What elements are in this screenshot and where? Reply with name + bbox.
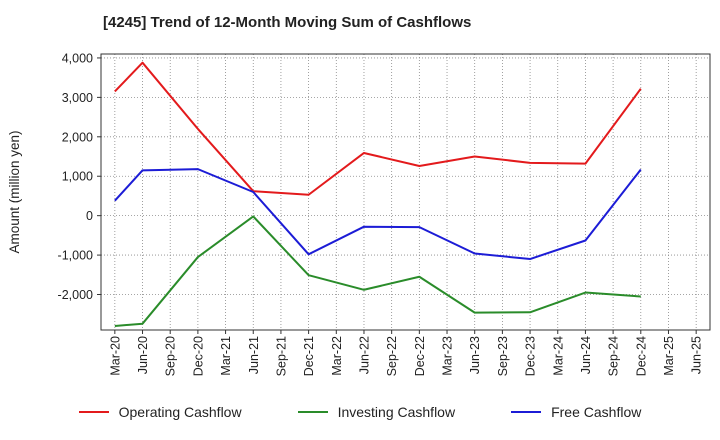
x-tick-label: Mar-20 xyxy=(108,336,122,376)
x-tick-label: Dec-23 xyxy=(524,336,538,376)
legend-swatch-investing xyxy=(297,411,328,413)
legend-item-operating: Operating Cashflow xyxy=(78,404,242,420)
x-tick-label: Jun-22 xyxy=(357,336,371,374)
legend-label-investing: Investing Cashflow xyxy=(337,404,456,420)
y-tick-label: 3,000 xyxy=(62,91,93,105)
x-tick-label: Dec-24 xyxy=(634,336,648,376)
x-tick-label: Mar-24 xyxy=(551,336,565,376)
y-tick-label: -1,000 xyxy=(58,249,93,263)
x-tick-label: Mar-23 xyxy=(441,336,455,376)
y-tick-label: 1,000 xyxy=(62,170,93,184)
x-tick-label: Sep-24 xyxy=(607,336,621,376)
legend-item-investing: Investing Cashflow xyxy=(297,404,456,420)
chart-title: [4245] Trend of 12-Month Moving Sum of C… xyxy=(103,14,472,31)
legend-swatch-free xyxy=(511,411,542,413)
x-tick-label: Mar-21 xyxy=(219,336,233,376)
x-tick-label: Sep-21 xyxy=(274,336,288,376)
x-tick-label: Jun-23 xyxy=(468,336,482,374)
legend-label-free: Free Cashflow xyxy=(551,404,642,420)
y-tick-label: 0 xyxy=(86,209,93,223)
series-line-3 xyxy=(114,168,642,261)
x-tick-label: Jun-20 xyxy=(136,336,150,374)
legend-item-free: Free Cashflow xyxy=(511,404,641,420)
x-tick-label: Jun-24 xyxy=(579,336,593,374)
x-tick-label: Dec-22 xyxy=(413,336,427,376)
x-tick-label: Sep-22 xyxy=(385,336,399,376)
y-tick-label: -2,000 xyxy=(58,288,93,302)
legend: Operating Cashflow Investing Cashflow Fr… xyxy=(0,404,720,420)
x-tick-label: Dec-20 xyxy=(191,336,205,376)
y-axis-label: Amount (million yen) xyxy=(7,130,22,253)
series-line-2 xyxy=(114,215,641,328)
x-tick-label: Jun-21 xyxy=(247,336,261,374)
x-tick-label: Mar-22 xyxy=(330,336,344,376)
x-tick-label: Jun-25 xyxy=(690,336,704,374)
x-tick-label: Sep-23 xyxy=(496,336,510,376)
x-tick-label: Mar-25 xyxy=(662,336,676,376)
series-line-1 xyxy=(114,61,642,196)
y-tick-label: 4,000 xyxy=(62,51,93,65)
legend-swatch-operating xyxy=(78,411,109,413)
x-tick-label: Sep-20 xyxy=(164,336,178,376)
plot-area xyxy=(100,53,711,331)
y-tick-label: 2,000 xyxy=(62,130,93,144)
x-tick-label: Dec-21 xyxy=(302,336,316,376)
legend-label-operating: Operating Cashflow xyxy=(118,404,242,420)
